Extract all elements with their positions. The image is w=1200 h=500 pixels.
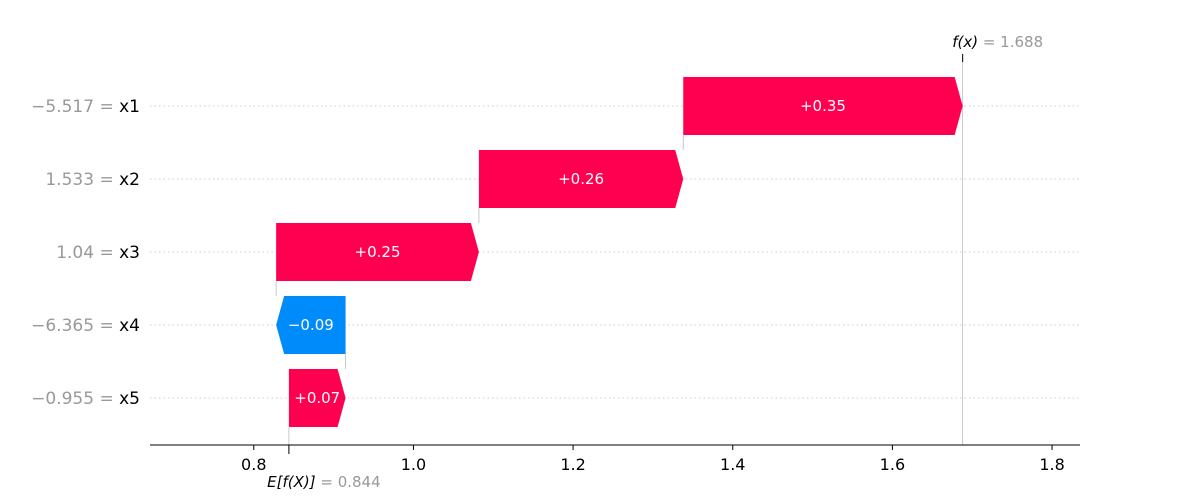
- base-label-name: E[f(X)]: [267, 473, 320, 491]
- x-tick-label: 0.8: [241, 455, 266, 474]
- bar-label-x4: −0.09: [288, 316, 334, 334]
- bar-x1: [683, 77, 963, 135]
- feature-label-x1: −5.517 = x1: [31, 97, 140, 117]
- feature-value-text: −5.517 =: [31, 97, 119, 117]
- feature-label-x3: 1.04 = x3: [56, 243, 140, 263]
- base-label-value: = 0.844: [320, 473, 380, 491]
- feature-name-text: x1: [119, 97, 140, 117]
- reference-lines: [275, 54, 964, 454]
- bar-label-x3: +0.25: [355, 243, 401, 261]
- feature-value-text: 1.04 =: [56, 243, 119, 263]
- feature-labels: −5.517 = x1 1.533 = x2 1.04 = x3 −6.365 = x…: [31, 97, 140, 409]
- bar-x2: [478, 150, 684, 208]
- output-label-value: = 1.688: [983, 33, 1043, 51]
- bar-x4: [276, 296, 346, 354]
- feature-value-text: −6.365 =: [31, 316, 119, 336]
- bar-label-x5: +0.07: [294, 389, 340, 407]
- feature-value-text: −0.955 =: [31, 389, 119, 409]
- x-tick-label: 1.4: [720, 455, 745, 474]
- bar-label-x2: +0.26: [558, 170, 604, 188]
- feature-name-text: x4: [119, 316, 140, 336]
- feature-value-text: 1.533 =: [45, 170, 119, 190]
- output-value-label: f(x) = 1.688: [952, 33, 1043, 51]
- x-tick-label: 1.8: [1039, 455, 1064, 474]
- base-value-label: E[f(X)] = 0.844: [267, 473, 381, 491]
- output-label-name: f(x): [952, 33, 983, 51]
- x-tick-label: 1.2: [560, 455, 585, 474]
- bar-x5: [288, 369, 346, 427]
- feature-label-x4: −6.365 = x4: [31, 316, 140, 336]
- feature-name-text: x5: [119, 389, 140, 409]
- bar-x3: [276, 223, 479, 281]
- feature-label-x5: −0.955 = x5: [31, 389, 140, 409]
- x-tick-label: 1.6: [880, 455, 905, 474]
- x-tick-label: 1.0: [401, 455, 426, 474]
- feature-label-x2: 1.533 = x2: [45, 170, 140, 190]
- bar-label-x1: +0.35: [800, 97, 846, 115]
- feature-name-text: x2: [119, 170, 140, 190]
- feature-name-text: x3: [119, 243, 140, 263]
- x-axis: 0.8 1.0 1.2 1.4 1.6 1.8: [150, 444, 1080, 474]
- bars: +0.35 +0.26 +0.25 −0.09 +0.07: [276, 77, 963, 427]
